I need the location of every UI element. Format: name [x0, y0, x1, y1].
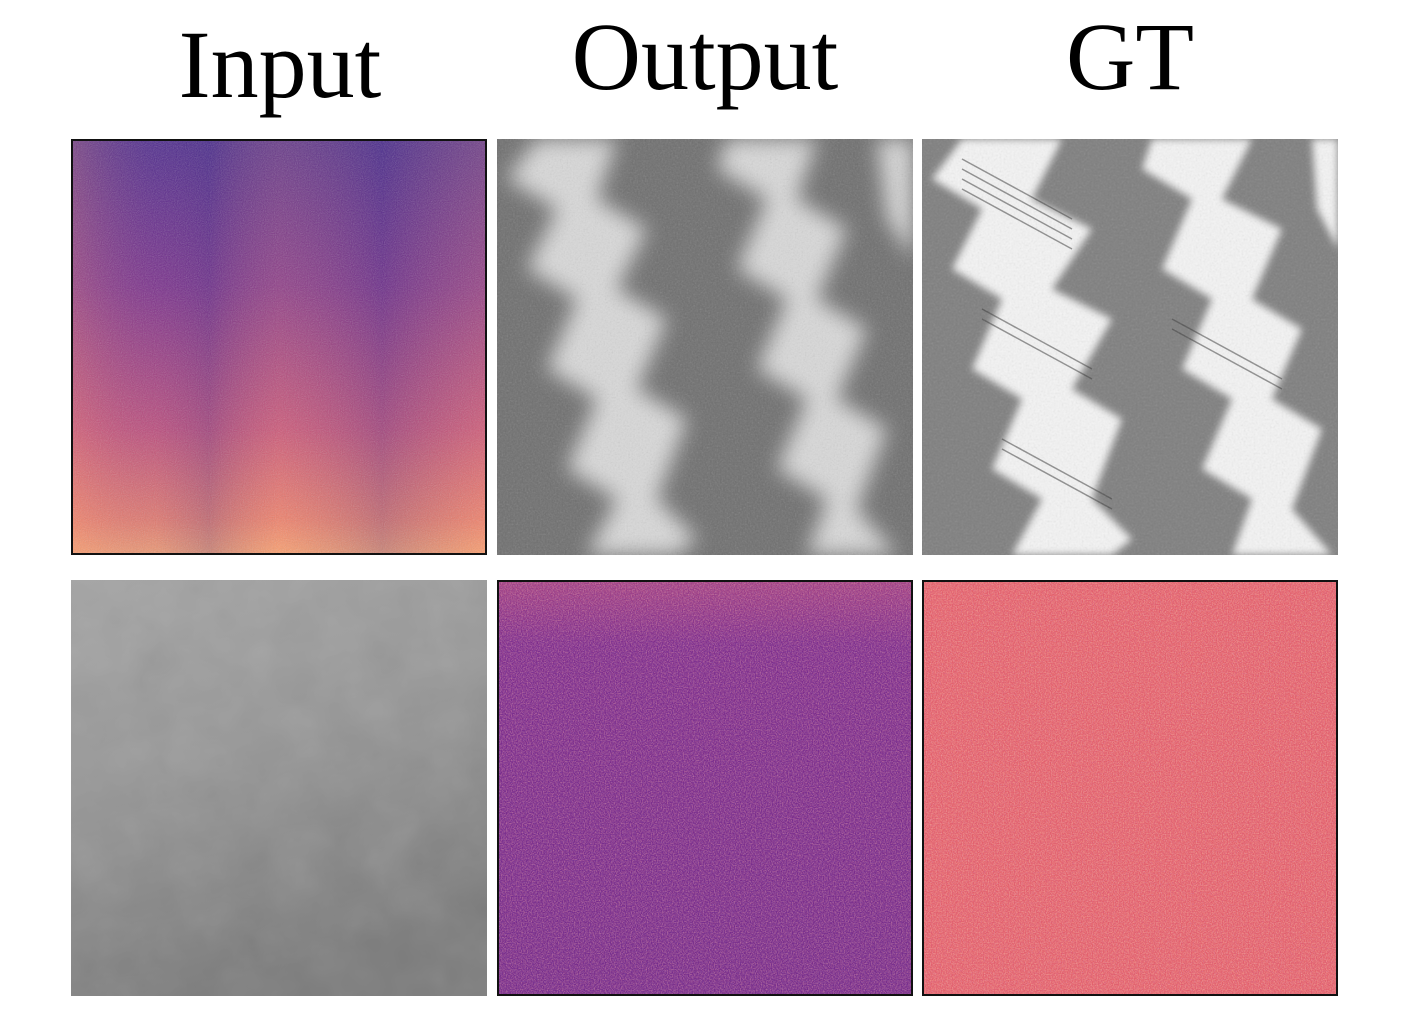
- panel-row1-input-spectrogram: [71, 139, 487, 555]
- panel-row2-input-grayscale: [71, 580, 487, 996]
- column-title-output: Output: [571, 3, 839, 110]
- panel-row1-output-grayscale: [497, 139, 913, 555]
- panel-row1-gt-grayscale: [922, 139, 1338, 555]
- panel-row2-output-spectrogram: [497, 580, 913, 996]
- column-title-input: Input: [178, 11, 382, 118]
- column-title-gt: GT: [1066, 3, 1194, 110]
- panel-row2-gt-spectrogram: [922, 580, 1338, 996]
